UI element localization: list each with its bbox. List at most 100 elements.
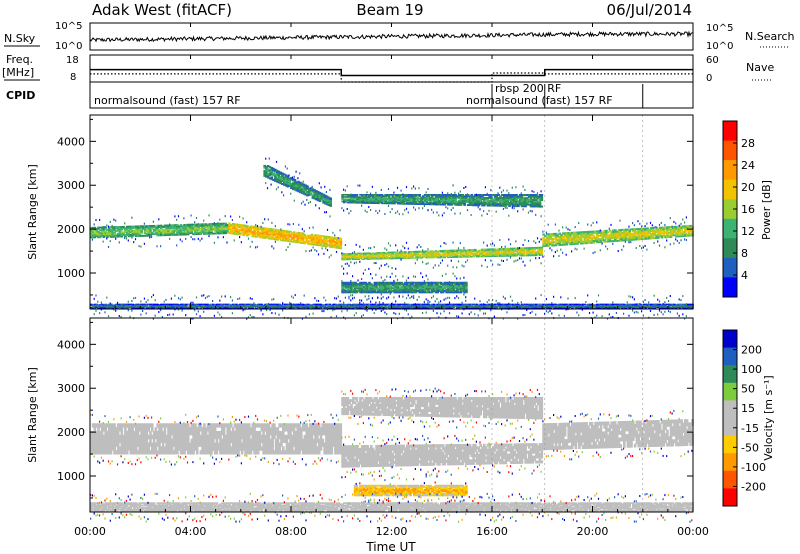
- data-cell: [562, 237, 565, 240]
- data-cell: [508, 250, 511, 253]
- scatter-cell: [334, 234, 336, 237]
- data-cell: [97, 233, 100, 236]
- data-cell: [302, 183, 306, 186]
- data-cell: [535, 197, 538, 200]
- data-cell: [296, 231, 299, 234]
- data-cell: [517, 247, 520, 250]
- data-cell: [217, 227, 220, 229]
- data-cell: [635, 232, 639, 235]
- data-cell: [102, 232, 106, 234]
- data-cell: [422, 288, 425, 291]
- data-cell: [167, 232, 170, 235]
- data-cell: [448, 250, 452, 253]
- data-cell: [226, 224, 229, 226]
- data-cell: [434, 196, 438, 199]
- data-cell: [213, 225, 217, 228]
- scatter-cell: [553, 255, 555, 258]
- data-cell: [398, 253, 402, 255]
- data-cell: [308, 243, 312, 245]
- data-cell: [407, 199, 411, 201]
- data-cell: [186, 228, 190, 230]
- data-cell: [368, 287, 371, 290]
- data-cell: [391, 290, 395, 292]
- data-cell: [300, 237, 303, 240]
- data-cell: [296, 238, 299, 241]
- data-cell: [445, 199, 448, 202]
- data-cell: [357, 287, 360, 290]
- data-cell: [508, 194, 511, 197]
- data-cell: [384, 196, 387, 199]
- data-cell: [466, 201, 470, 204]
- data-cell: [434, 255, 438, 257]
- data-cell: [429, 200, 432, 203]
- data-cell: [359, 255, 362, 257]
- data-cell: [368, 257, 371, 259]
- data-cell: [522, 203, 526, 206]
- data-cell: [448, 203, 452, 206]
- data-cell: [253, 231, 256, 234]
- scatter-cell: [149, 236, 151, 239]
- data-cell: [434, 250, 438, 252]
- data-cell: [352, 284, 355, 287]
- data-cell: [386, 285, 389, 288]
- data-cell: [678, 228, 682, 231]
- data-cell: [429, 196, 432, 199]
- data-cell: [370, 284, 373, 287]
- data-cell: [364, 252, 368, 254]
- data-cell: [328, 244, 332, 247]
- data-cell: [111, 235, 115, 238]
- data-cell: [163, 226, 167, 228]
- data-cell: [454, 254, 457, 256]
- data-cell: [133, 229, 136, 232]
- data-cell: [454, 201, 457, 203]
- scatter-cell: [434, 264, 436, 267]
- data-cell: [574, 241, 578, 244]
- data-cell: [296, 237, 299, 240]
- data-cell: [343, 288, 346, 291]
- data-cell: [603, 233, 606, 235]
- data-cell: [361, 202, 364, 204]
- data-cell: [246, 231, 249, 234]
- data-cell: [251, 231, 255, 234]
- data-cell: [395, 252, 398, 254]
- scatter-cell: [353, 296, 355, 299]
- data-cell: [423, 251, 427, 253]
- data-cell: [436, 256, 439, 259]
- data-cell: [581, 231, 585, 234]
- data-cell: [536, 253, 540, 255]
- data-cell: [590, 236, 594, 239]
- data-cell: [440, 194, 443, 196]
- scatter-cell: [364, 268, 366, 271]
- data-cell: [475, 251, 479, 254]
- data-cell: [581, 235, 585, 238]
- data-cell: [459, 194, 463, 196]
- data-cell: [244, 226, 247, 228]
- scatter-cell: [185, 237, 187, 240]
- data-cell: [538, 197, 542, 200]
- data-cell: [405, 284, 409, 287]
- data-cell: [99, 232, 102, 234]
- data-cell: [271, 235, 274, 238]
- scatter-cell: [341, 207, 343, 210]
- scatter-cell: [389, 276, 391, 278]
- data-cell: [307, 242, 310, 245]
- data-cell: [511, 250, 515, 253]
- data-cell: [583, 234, 587, 237]
- data-cell: [304, 187, 307, 189]
- data-cell: [612, 237, 615, 239]
- data-cell: [386, 281, 389, 284]
- data-cell: [685, 229, 689, 232]
- data-cell: [425, 291, 429, 294]
- data-cell: [511, 200, 515, 203]
- data-cell: [329, 205, 332, 207]
- data-cell: [239, 229, 242, 232]
- data-cell: [499, 195, 502, 198]
- data-cell: [298, 233, 301, 236]
- data-cell: [667, 231, 671, 234]
- data-cell: [288, 182, 291, 184]
- data-cell: [375, 288, 378, 291]
- data-cell: [165, 228, 168, 231]
- data-cell: [673, 234, 676, 237]
- data-cell: [325, 201, 329, 203]
- data-cell: [389, 194, 393, 196]
